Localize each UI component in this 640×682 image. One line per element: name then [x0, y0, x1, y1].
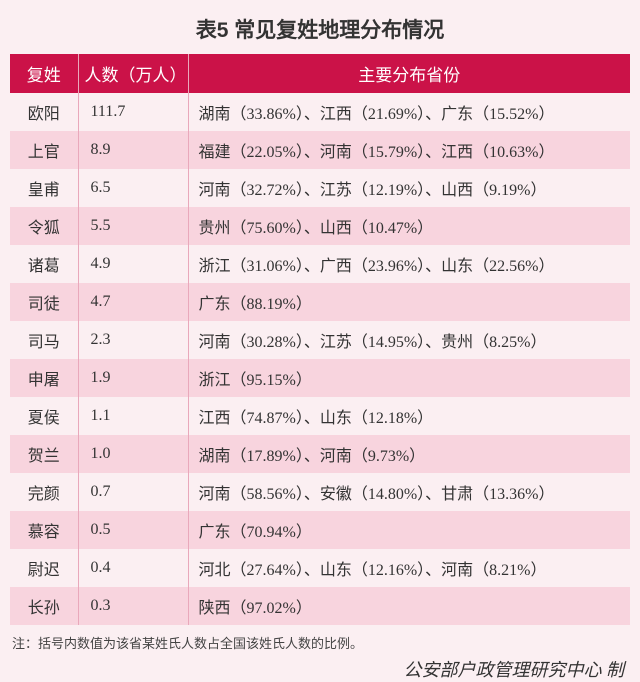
- cell-distribution: 湖南（17.89%）、河南（9.73%）: [188, 435, 630, 473]
- header-surname: 复姓: [10, 54, 78, 93]
- header-row: 复姓 人数（万人） 主要分布省份: [10, 54, 630, 93]
- cell-count: 6.5: [78, 169, 188, 207]
- cell-count: 111.7: [78, 93, 188, 131]
- cell-count: 0.3: [78, 587, 188, 625]
- table-row: 上官8.9福建（22.05%）、河南（15.79%）、江西（10.63%）: [10, 131, 630, 169]
- cell-surname: 司徒: [10, 283, 78, 321]
- cell-surname: 令狐: [10, 207, 78, 245]
- table-row: 尉迟0.4河北（27.64%）、山东（12.16%）、河南（8.21%）: [10, 549, 630, 587]
- cell-distribution: 福建（22.05%）、河南（15.79%）、江西（10.63%）: [188, 131, 630, 169]
- cell-surname: 夏侯: [10, 397, 78, 435]
- table-title: 表5 常见复姓地理分布情况: [10, 8, 630, 54]
- cell-count: 8.9: [78, 131, 188, 169]
- table-row: 欧阳111.7湖南（33.86%）、江西（21.69%）、广东（15.52%）: [10, 93, 630, 131]
- cell-distribution: 河北（27.64%）、山东（12.16%）、河南（8.21%）: [188, 549, 630, 587]
- table-row: 司马2.3河南（30.28%）、江苏（14.95%）、贵州（8.25%）: [10, 321, 630, 359]
- table-row: 令狐5.5贵州（75.60%）、山西（10.47%）: [10, 207, 630, 245]
- table-container: 表5 常见复姓地理分布情况 复姓 人数（万人） 主要分布省份 欧阳111.7湖南…: [0, 0, 640, 571]
- cell-distribution: 浙江（95.15%）: [188, 359, 630, 397]
- cell-surname: 诸葛: [10, 245, 78, 283]
- footnote: 注：括号内数值为该省某姓氏人数占全国该姓氏人数的比例。: [10, 625, 630, 654]
- cell-count: 1.1: [78, 397, 188, 435]
- cell-count: 0.7: [78, 473, 188, 511]
- cell-distribution: 湖南（33.86%）、江西（21.69%）、广东（15.52%）: [188, 93, 630, 131]
- cell-surname: 贺兰: [10, 435, 78, 473]
- cell-count: 1.0: [78, 435, 188, 473]
- cell-surname: 慕容: [10, 511, 78, 549]
- cell-surname: 皇甫: [10, 169, 78, 207]
- cell-count: 2.3: [78, 321, 188, 359]
- table-row: 夏侯1.1江西（74.87%）、山东（12.18%）: [10, 397, 630, 435]
- cell-surname: 上官: [10, 131, 78, 169]
- cell-distribution: 河南（30.28%）、江苏（14.95%）、贵州（8.25%）: [188, 321, 630, 359]
- cell-count: 4.9: [78, 245, 188, 283]
- cell-count: 5.5: [78, 207, 188, 245]
- table-row: 诸葛4.9浙江（31.06%）、广西（23.96%）、山东（22.56%）: [10, 245, 630, 283]
- cell-count: 1.9: [78, 359, 188, 397]
- cell-surname: 长孙: [10, 587, 78, 625]
- table-row: 长孙0.3陕西（97.02%）: [10, 587, 630, 625]
- cell-distribution: 陕西（97.02%）: [188, 587, 630, 625]
- source-credit: 公安部户政管理研究中心 制: [10, 654, 630, 682]
- header-count: 人数（万人）: [78, 54, 188, 93]
- table-row: 慕容0.5广东（70.94%）: [10, 511, 630, 549]
- cell-distribution: 江西（74.87%）、山东（12.18%）: [188, 397, 630, 435]
- cell-surname: 完颜: [10, 473, 78, 511]
- table-row: 司徒4.7广东（88.19%）: [10, 283, 630, 321]
- table-row: 皇甫6.5河南（32.72%）、江苏（12.19%）、山西（9.19%）: [10, 169, 630, 207]
- cell-count: 0.4: [78, 549, 188, 587]
- cell-distribution: 贵州（75.60%）、山西（10.47%）: [188, 207, 630, 245]
- cell-surname: 司马: [10, 321, 78, 359]
- cell-count: 4.7: [78, 283, 188, 321]
- cell-distribution: 河南（58.56%）、安徽（14.80%）、甘肃（13.36%）: [188, 473, 630, 511]
- cell-surname: 申屠: [10, 359, 78, 397]
- table-row: 申屠1.9浙江（95.15%）: [10, 359, 630, 397]
- cell-surname: 尉迟: [10, 549, 78, 587]
- table-row: 完颜0.7河南（58.56%）、安徽（14.80%）、甘肃（13.36%）: [10, 473, 630, 511]
- cell-distribution: 浙江（31.06%）、广西（23.96%）、山东（22.56%）: [188, 245, 630, 283]
- cell-count: 0.5: [78, 511, 188, 549]
- header-distribution: 主要分布省份: [188, 54, 630, 93]
- table-body: 欧阳111.7湖南（33.86%）、江西（21.69%）、广东（15.52%）上…: [10, 93, 630, 625]
- cell-distribution: 广东（88.19%）: [188, 283, 630, 321]
- cell-surname: 欧阳: [10, 93, 78, 131]
- table-row: 贺兰1.0湖南（17.89%）、河南（9.73%）: [10, 435, 630, 473]
- surname-table: 复姓 人数（万人） 主要分布省份 欧阳111.7湖南（33.86%）、江西（21…: [10, 54, 630, 625]
- cell-distribution: 广东（70.94%）: [188, 511, 630, 549]
- cell-distribution: 河南（32.72%）、江苏（12.19%）、山西（9.19%）: [188, 169, 630, 207]
